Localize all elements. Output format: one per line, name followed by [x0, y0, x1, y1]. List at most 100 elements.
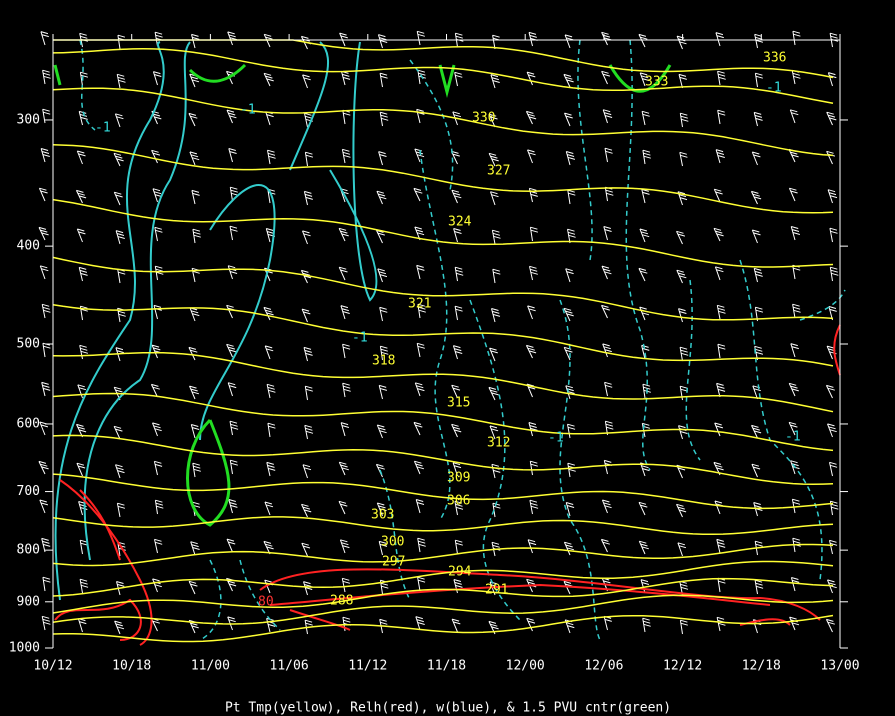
wind-barb [604, 147, 613, 163]
wind-barb [564, 34, 574, 49]
wind-barb [116, 502, 126, 518]
wind-barb [79, 71, 89, 87]
isentrope-label: 318 [372, 354, 395, 369]
wind-barb [677, 191, 688, 206]
wind-barb [492, 268, 501, 284]
isentrope-label: 327 [487, 164, 510, 179]
wind-barb [679, 619, 688, 635]
wind-barb [677, 542, 687, 557]
wind-barb [529, 460, 538, 476]
wind-barb [526, 71, 536, 86]
isentrope-label: 321 [408, 297, 431, 312]
wind-barb [604, 186, 614, 202]
wind-barb [642, 383, 651, 399]
isentrope-label: 324 [448, 215, 472, 230]
wind-barb [642, 617, 651, 633]
isentrope [52, 198, 834, 268]
isentrope [52, 614, 834, 643]
wind-barbs [38, 30, 839, 635]
wind-barb [338, 266, 348, 281]
wind-barb [151, 149, 161, 164]
wind-barb [638, 501, 648, 516]
wind-barb [792, 264, 801, 280]
wind-barb [565, 151, 576, 166]
wind-barb [826, 345, 837, 360]
wind-barb [790, 226, 801, 241]
wind-barb [39, 499, 49, 514]
wind-barb [117, 268, 126, 284]
wind-barb [454, 305, 463, 321]
wind-barb [488, 113, 498, 128]
y-tick-label: 600 [17, 416, 40, 431]
wind-barb [190, 424, 200, 439]
wind-barb [829, 500, 839, 516]
wind-barb [488, 620, 499, 635]
wind-barb [229, 225, 238, 241]
wind-barb [188, 112, 198, 127]
wind-barb [639, 306, 650, 321]
wind-barb [376, 502, 387, 517]
wind-barb [376, 424, 387, 439]
y-tick-label: 900 [17, 594, 40, 609]
wind-barb [678, 308, 687, 323]
wind-barb [77, 618, 87, 633]
wind-barb [639, 228, 650, 243]
wind-barb [641, 344, 650, 360]
wind-barb [454, 71, 463, 87]
isentrope [52, 87, 834, 157]
wind-barb [678, 73, 687, 89]
wind-barb [267, 149, 276, 165]
wind-barb [340, 422, 350, 437]
wind-barb [301, 308, 311, 323]
wind-barb [488, 386, 499, 401]
wind-barb [417, 576, 426, 592]
wind-barb [488, 152, 499, 167]
wind-barb [188, 580, 198, 595]
wind-barb [452, 462, 462, 477]
wind-barb [304, 385, 313, 401]
wind-barb [189, 151, 200, 166]
wind-barb [341, 577, 351, 593]
wind-barb [379, 72, 388, 88]
isentrope [52, 434, 834, 485]
wind-barb [227, 31, 237, 46]
x-tick-label: 12/06 [584, 659, 623, 674]
wind-barb [42, 69, 51, 85]
wind-barb [753, 111, 763, 127]
wind-barb [265, 111, 274, 126]
wind-barb [602, 343, 612, 358]
wind-barb [716, 538, 726, 554]
wind-barb [79, 578, 89, 594]
wind-barb [301, 503, 312, 518]
wind-barb [563, 580, 573, 595]
wind-barb [266, 617, 276, 633]
y-tick-label: 700 [17, 484, 40, 499]
y-tick-label: 500 [17, 337, 40, 352]
wind-barb [716, 304, 726, 320]
wind-barb [525, 110, 537, 125]
isentrope [52, 516, 834, 536]
wind-barb [565, 502, 575, 517]
wind-barb [338, 461, 349, 476]
wind-barb [75, 189, 87, 204]
wind-barb [303, 346, 313, 362]
wind-barb [753, 267, 763, 283]
wind-barb [827, 72, 837, 87]
wind-barb [413, 187, 423, 202]
x-tick-label: 12/00 [506, 659, 545, 674]
wind-barb [714, 266, 724, 281]
wind-barb [190, 541, 200, 556]
x-tick-label: 10/12 [33, 659, 72, 674]
wind-barb [113, 191, 123, 206]
wind-barb [416, 30, 425, 46]
wind-barb [601, 31, 612, 46]
wind-barb [116, 73, 126, 89]
wind-barb [603, 226, 612, 241]
wind-barb [39, 265, 49, 280]
wind-barb [451, 384, 461, 399]
wind-barb [679, 112, 689, 128]
isentrope [52, 594, 834, 625]
wind-barb [263, 72, 274, 87]
wind-barb [603, 459, 613, 475]
isentrope [52, 560, 834, 597]
